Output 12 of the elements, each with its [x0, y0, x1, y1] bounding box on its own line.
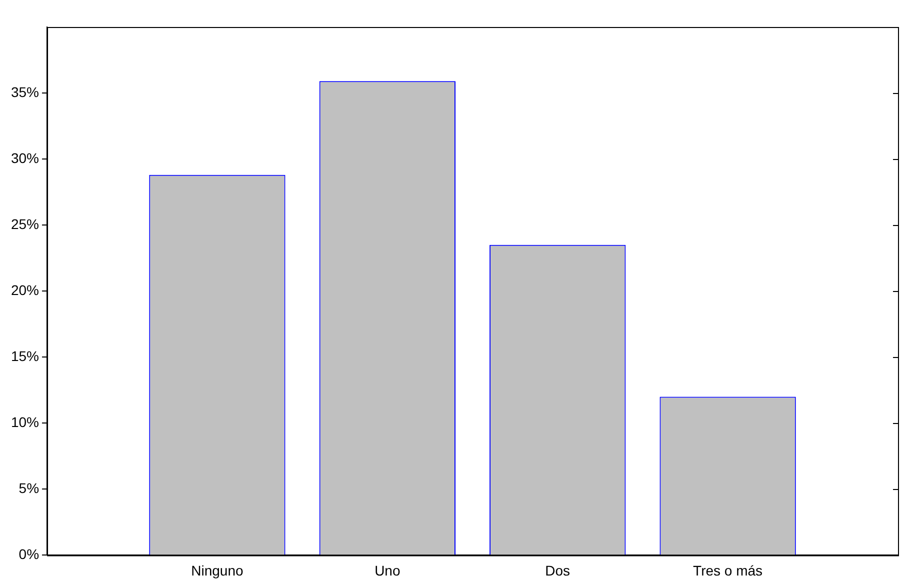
x-tick-label: Tres o más	[693, 562, 763, 578]
y-tick-label: 20%	[10, 282, 40, 298]
x-tick-label: Uno	[374, 562, 400, 578]
y-tick-label: 35%	[10, 84, 40, 100]
x-tick-label: Dos	[545, 562, 570, 578]
y-tick-label: 10%	[10, 414, 40, 430]
y-tick-label: 15%	[10, 348, 40, 364]
y-tick-label: 0%	[18, 546, 40, 562]
y-tick-label: 5%	[18, 480, 40, 496]
y-tick-label: 25%	[10, 216, 40, 232]
x-tick-label: Ninguno	[191, 562, 244, 578]
y-tick-label: 30%	[10, 150, 40, 166]
